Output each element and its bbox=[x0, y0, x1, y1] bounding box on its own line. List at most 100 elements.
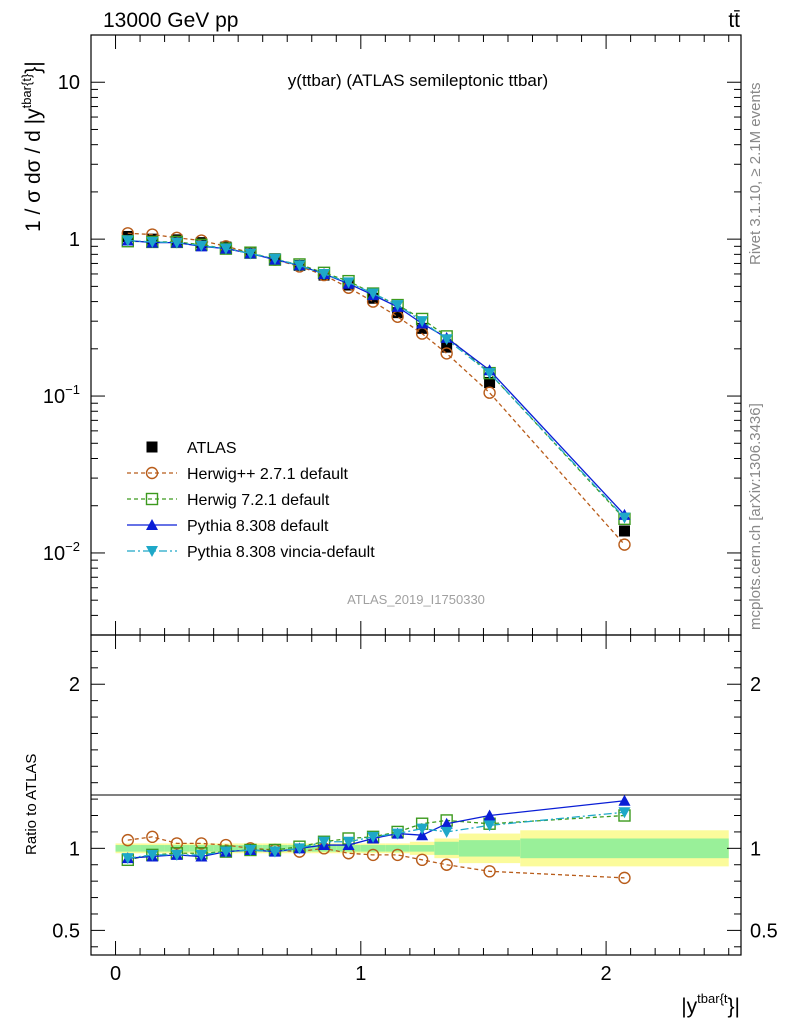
ratio-point-3 bbox=[416, 829, 429, 841]
ratio-series-line-1 bbox=[127, 836, 625, 879]
main-axis-ticks: 10 1 10−1 10−2 bbox=[43, 34, 741, 636]
ratio-tick-label-right: 1 bbox=[750, 838, 761, 860]
ratio-point-1 bbox=[440, 858, 453, 871]
main-point-4 bbox=[440, 334, 453, 346]
ratio-point-1 bbox=[618, 871, 631, 885]
legend: ATLAS Herwig++ 2.7.1 default Herwig 7.2.1 … bbox=[127, 440, 375, 561]
ratio-point-4 bbox=[483, 820, 496, 832]
band-inner bbox=[409, 845, 435, 852]
main-point-1 bbox=[618, 538, 631, 551]
y-tick-label: 1 bbox=[69, 229, 80, 251]
ratio-point-4 bbox=[268, 846, 281, 858]
y-tick-label: 10−2 bbox=[43, 539, 80, 565]
band-inner bbox=[115, 845, 141, 852]
analysis-id: ATLAS_2019_I1750330 bbox=[347, 592, 485, 607]
main-point-4 bbox=[367, 288, 380, 300]
main-point-4 bbox=[170, 237, 183, 249]
legend-label-2: Herwig 7.2.1 default bbox=[187, 492, 330, 509]
main-point-4 bbox=[195, 240, 208, 252]
legend-label-4: Pythia 8.308 vincia-default bbox=[187, 544, 375, 561]
ratio-panel-frame bbox=[90, 634, 742, 956]
main-point-1 bbox=[483, 386, 496, 399]
ratio-tick-label-right: 2 bbox=[750, 674, 761, 696]
band-inner bbox=[520, 838, 729, 859]
x-tick-label: 2 bbox=[601, 963, 612, 985]
main-point-0 bbox=[441, 341, 453, 353]
ratio-point-4 bbox=[440, 826, 453, 838]
main-point-4 bbox=[121, 235, 134, 247]
main-point-0 bbox=[618, 525, 630, 537]
ratio-point-4 bbox=[416, 823, 429, 835]
legend-marker-1 bbox=[145, 466, 159, 480]
legend-marker-2 bbox=[145, 492, 159, 506]
ratio-point-1 bbox=[483, 865, 496, 878]
main-series-line-2 bbox=[127, 240, 625, 520]
main-point-4 bbox=[416, 316, 429, 328]
main-point-4 bbox=[146, 236, 159, 248]
ratio-point-4 bbox=[318, 836, 331, 848]
ratio-point-4 bbox=[195, 849, 208, 861]
ratio-point-4 bbox=[219, 846, 232, 858]
main-point-4 bbox=[391, 300, 404, 312]
ratio-point-1 bbox=[146, 830, 159, 844]
ratio-point-4 bbox=[170, 849, 183, 861]
ratio-tick-label: 0.5 bbox=[52, 920, 80, 942]
main-point-4 bbox=[293, 260, 306, 272]
main-series-group bbox=[121, 227, 631, 551]
x-tick-label: 0 bbox=[110, 963, 121, 985]
ratio-series-group bbox=[121, 794, 631, 885]
main-point-0 bbox=[484, 376, 496, 388]
ratio-point-4 bbox=[293, 843, 306, 855]
main-point-4 bbox=[342, 277, 355, 289]
main-point-4 bbox=[268, 253, 281, 265]
process-label: tt̄ bbox=[728, 9, 740, 32]
ratio-point-1 bbox=[195, 837, 208, 850]
main-point-0 bbox=[392, 307, 404, 319]
ratio-point-4 bbox=[391, 828, 404, 840]
ratio-tick-label: 1 bbox=[69, 838, 80, 860]
ratio-point-4 bbox=[367, 831, 380, 843]
energy-label: 13000 GeV pp bbox=[103, 9, 238, 32]
ratio-tick-label: 2 bbox=[69, 674, 80, 696]
ratio-series-line-2 bbox=[127, 814, 625, 861]
x-axis-title: |ytbar{t}| bbox=[681, 991, 740, 1018]
ratio-point-1 bbox=[415, 853, 429, 867]
main-point-4 bbox=[483, 368, 496, 380]
legend-label-1: Herwig++ 2.7.1 default bbox=[187, 466, 349, 483]
y-tick-label: 10 bbox=[58, 72, 80, 94]
main-point-4 bbox=[244, 248, 257, 260]
ratio-y-axis-title: Ratio to ATLAS bbox=[23, 754, 40, 855]
band-inner bbox=[360, 845, 386, 852]
ratio-axis-ticks: 2 2 1 1 0.5 0.5 0 1 2 bbox=[52, 635, 778, 985]
legend-label-3: Pythia 8.308 default bbox=[187, 518, 329, 535]
ratio-point-3 bbox=[483, 809, 496, 821]
ratio-point-3 bbox=[618, 794, 631, 806]
band-inner bbox=[385, 845, 410, 852]
plot-title: y(ttbar) (ATLAS semileptonic ttbar) bbox=[288, 71, 548, 90]
main-series-line-4 bbox=[127, 239, 625, 519]
ratio-tick-label-right: 0.5 bbox=[750, 920, 778, 942]
ratio-point-4 bbox=[121, 853, 134, 865]
main-point-4 bbox=[318, 268, 331, 280]
rivet-version-label: Rivet 3.1.10, ≥ 2.1M events bbox=[747, 83, 764, 266]
ratio-point-3 bbox=[440, 817, 453, 829]
ratio-point-4 bbox=[244, 844, 257, 856]
main-series-line-1 bbox=[127, 232, 625, 546]
legend-marker-3 bbox=[146, 519, 158, 530]
legend-marker-4 bbox=[146, 546, 158, 557]
main-point-4 bbox=[219, 243, 232, 255]
ratio-point-1 bbox=[391, 848, 404, 862]
y-tick-label: 10−1 bbox=[43, 382, 80, 408]
ratio-series-line-3 bbox=[127, 800, 625, 859]
band-inner bbox=[140, 845, 165, 852]
ratio-point-1 bbox=[366, 848, 380, 862]
main-point-1 bbox=[440, 347, 453, 360]
legend-label-0: ATLAS bbox=[187, 440, 237, 457]
ratio-point-1 bbox=[121, 833, 134, 847]
legend-marker-0 bbox=[146, 441, 158, 453]
mcplots-label: mcplots.cern.ch [arXiv:1306.3436] bbox=[747, 403, 764, 630]
main-y-axis-title: 1 / σ dσ / d |ytbar{t}}| bbox=[19, 61, 45, 232]
ratio-point-4 bbox=[146, 849, 159, 861]
band-inner bbox=[434, 841, 459, 855]
